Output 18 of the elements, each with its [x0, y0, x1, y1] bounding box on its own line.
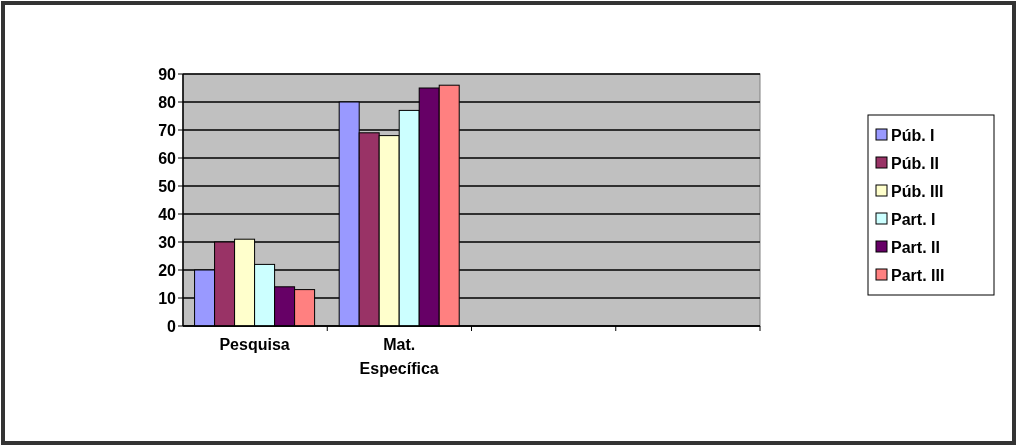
y-tick-label: 0	[167, 317, 177, 335]
x-tick-label: Pesquisa	[219, 336, 290, 353]
y-tick-label: 20	[158, 261, 177, 279]
y-tick-label: 10	[158, 289, 177, 307]
legend-label: Púb. III	[891, 182, 944, 200]
y-tick-label: 80	[158, 93, 177, 111]
y-tick-label: 70	[158, 121, 177, 139]
y-tick-label: 60	[158, 149, 177, 167]
legend-label: Púb. II	[891, 154, 939, 172]
x-tick-label: Mat. Específica	[359, 336, 439, 377]
y-tick-label: 50	[158, 177, 177, 195]
y-tick-label: 40	[158, 205, 177, 223]
y-tick-label: 30	[158, 233, 177, 251]
legend-label: Part. I	[891, 210, 936, 228]
legend-label: Púb. I	[891, 126, 935, 144]
legend-label: Part. II	[891, 238, 940, 256]
legend-label: Part. III	[891, 266, 945, 284]
y-tick-label: 90	[158, 65, 177, 83]
